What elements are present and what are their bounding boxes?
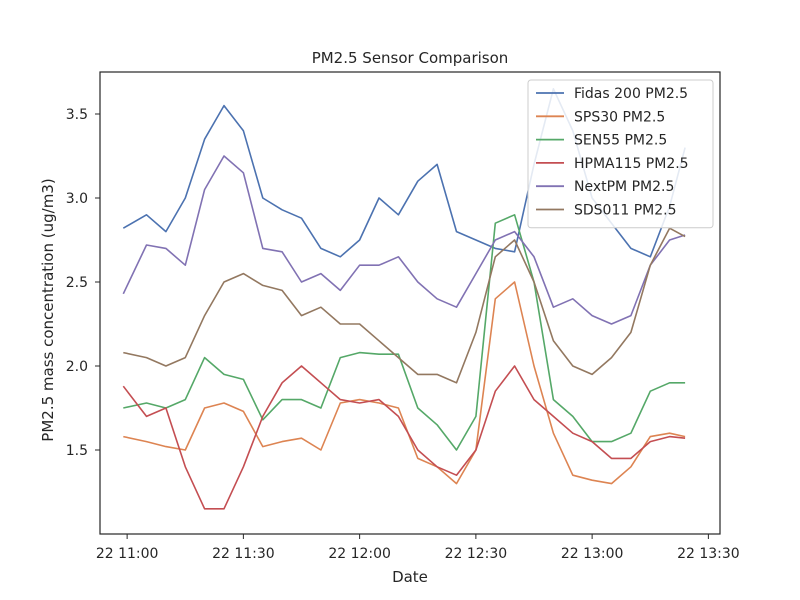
legend-label-2: SEN55 PM2.5 <box>574 133 667 149</box>
y-axis: 1.5 2.0 2.5 3.0 3.5 <box>66 107 100 459</box>
legend-label-3: HPMA115 PM2.5 <box>574 156 689 172</box>
y-axis-title: PM2.5 mass concentration (ug/m3) <box>39 178 57 441</box>
series-line-4 <box>122 155 686 325</box>
x-tick-label: 22 11:00 <box>96 546 159 562</box>
legend: Fidas 200 PM2.5 SPS30 PM2.5 SEN55 PM2.5 HPM… <box>527 79 714 229</box>
series-line-3 <box>122 365 686 510</box>
y-tick-label: 3.0 <box>66 191 88 207</box>
series-line-1 <box>123 281 686 485</box>
axes-frame <box>99 71 721 535</box>
legend-label-5: SDS011 PM2.5 <box>574 203 677 219</box>
y-tick-label: 2.5 <box>66 275 88 291</box>
plot-area <box>99 71 721 535</box>
series-line-2 <box>123 214 686 451</box>
x-axis-title: Date <box>392 568 428 586</box>
x-tick-label: 22 12:30 <box>445 546 508 562</box>
chart-title: PM2.5 Sensor Comparison <box>312 49 509 67</box>
x-tick-label: 22 13:00 <box>561 546 624 562</box>
series-line-5 <box>123 227 686 384</box>
legend-box <box>527 79 714 229</box>
y-tick-label: 2.0 <box>66 359 88 375</box>
x-tick-label: 22 11:30 <box>212 546 275 562</box>
legend-label-1: SPS30 PM2.5 <box>574 109 665 125</box>
y-tick-label: 3.5 <box>66 107 88 123</box>
x-tick-label: 22 12:00 <box>328 546 391 562</box>
legend-label-4: NextPM PM2.5 <box>574 179 674 195</box>
x-tick-label: 22 13:30 <box>677 546 740 562</box>
legend-label-0: Fidas 200 PM2.5 <box>574 86 688 102</box>
x-axis: 22 11:00 22 11:30 22 12:00 22 12:30 22 13:00… <box>96 534 740 562</box>
y-tick-label: 1.5 <box>66 443 88 459</box>
